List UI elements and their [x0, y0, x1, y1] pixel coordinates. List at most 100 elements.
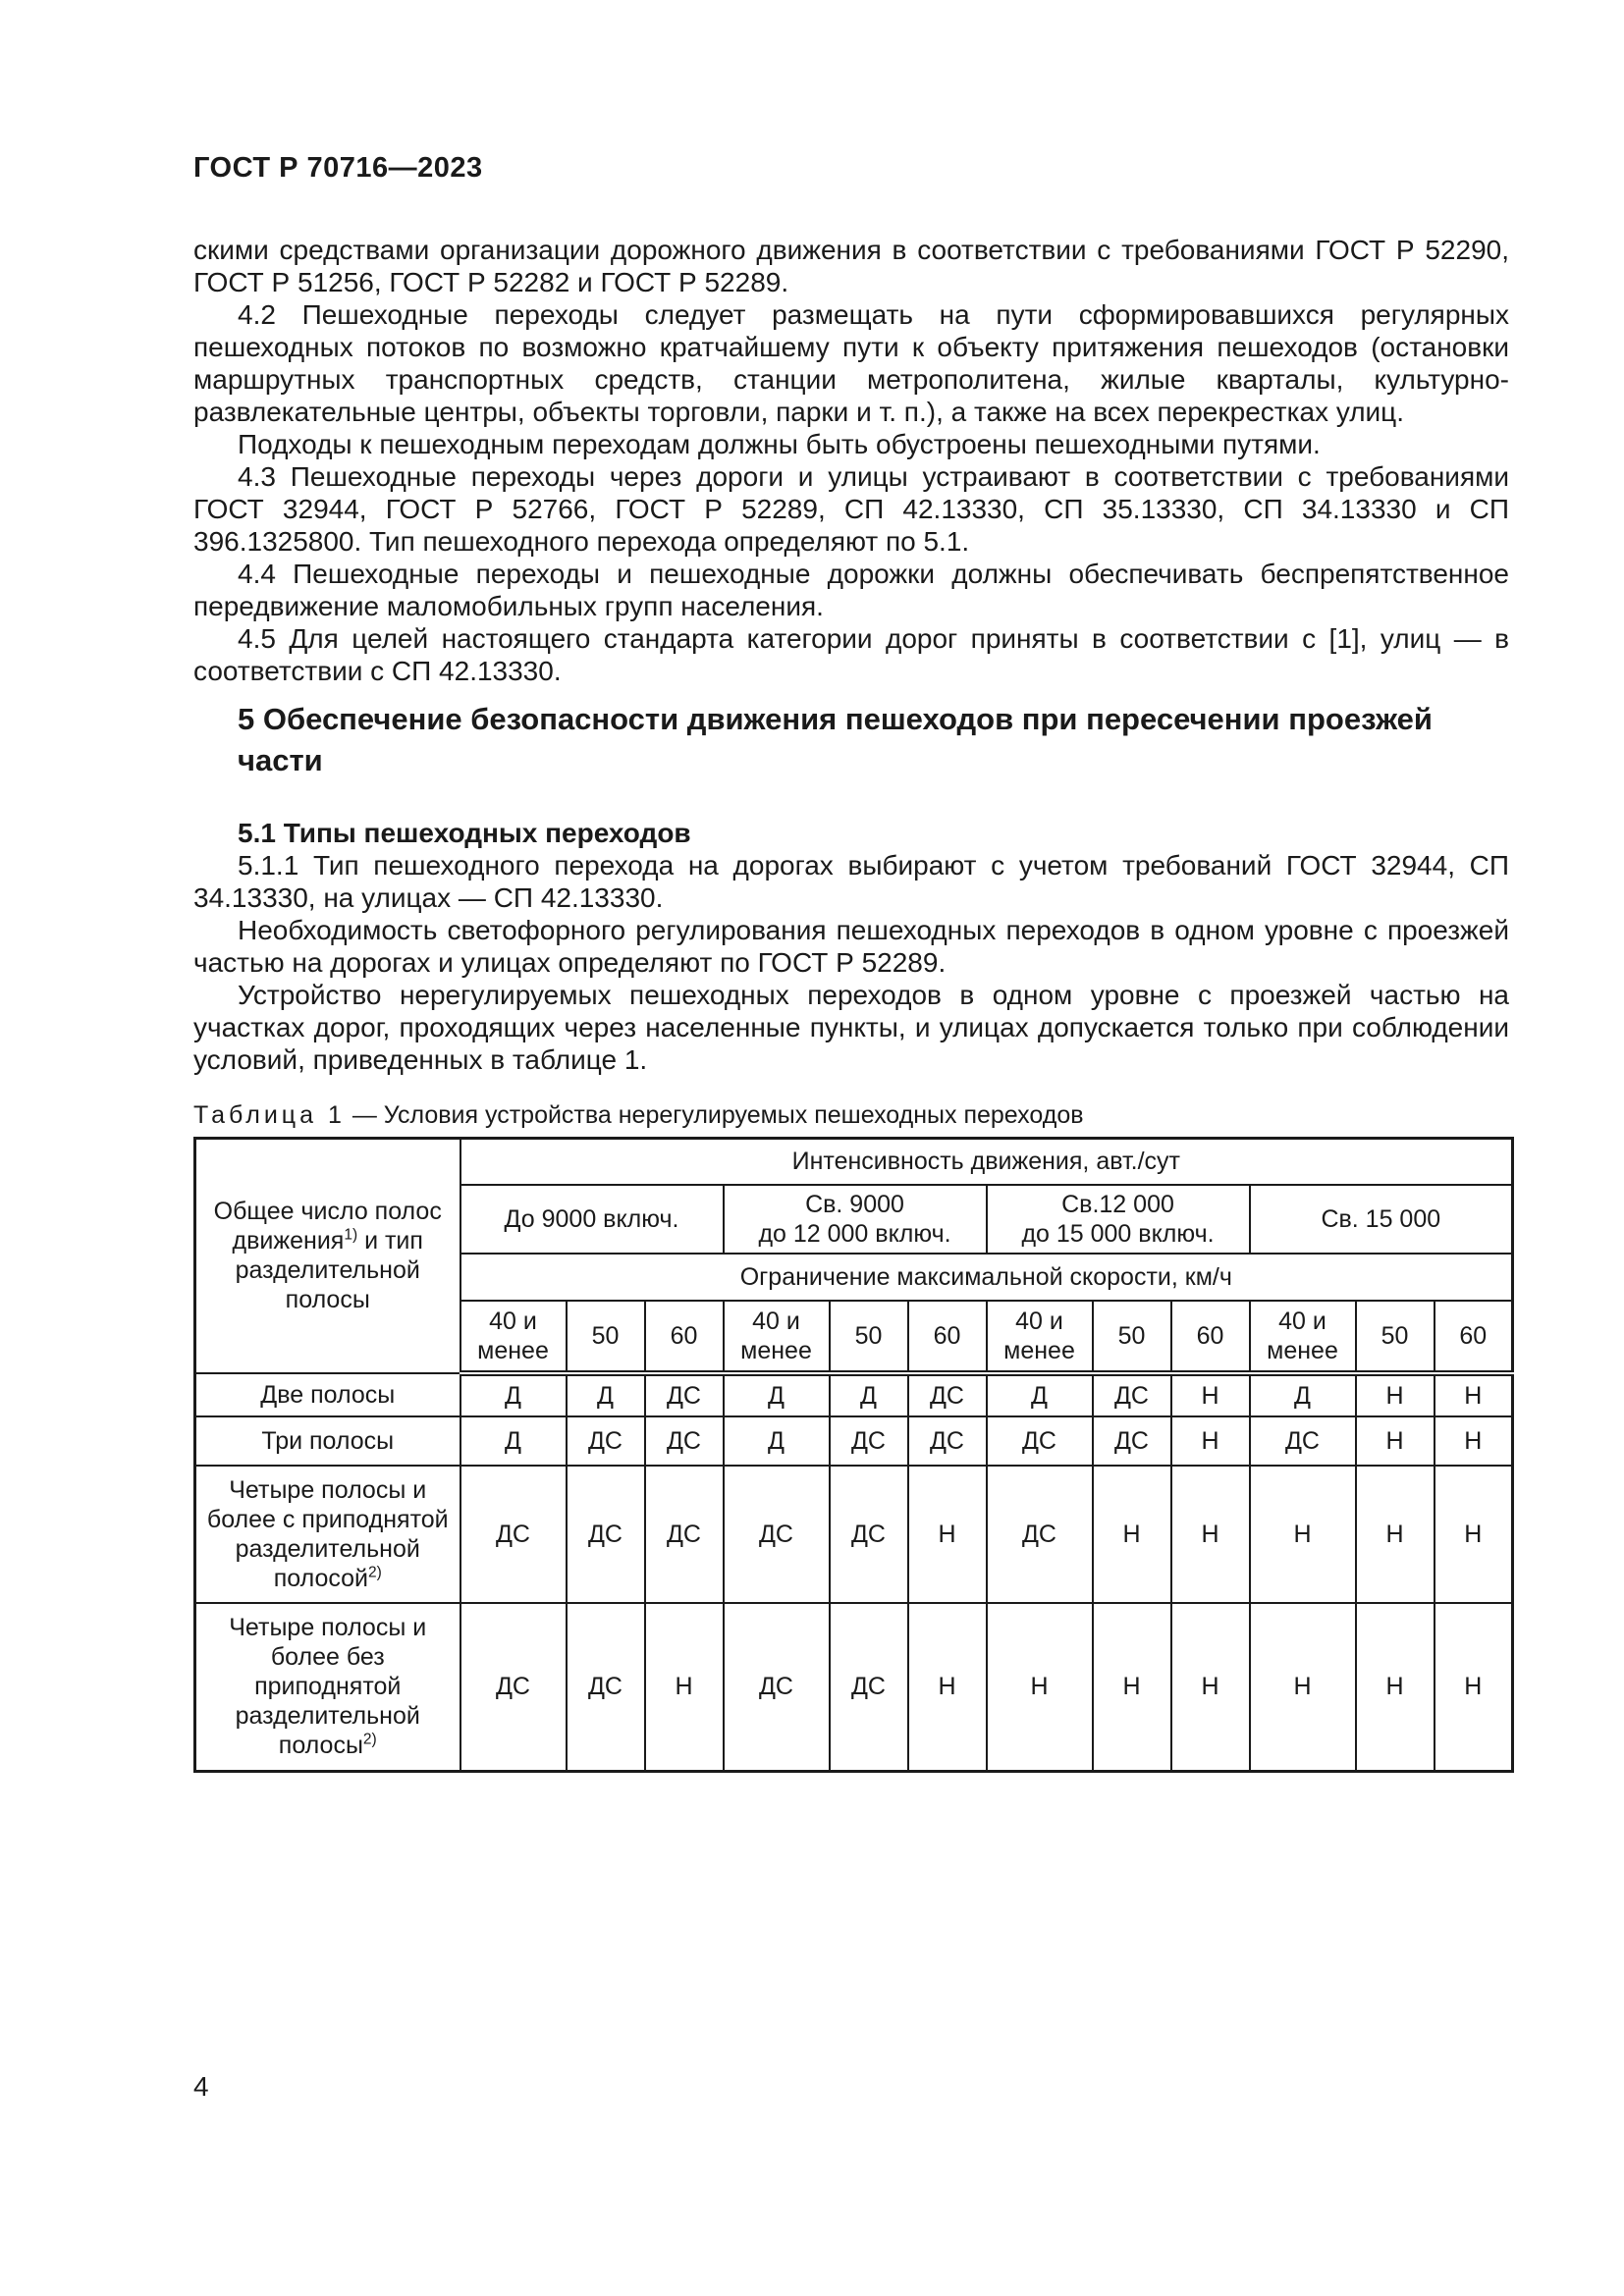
table-caption-label: Таблица 1 [193, 1101, 346, 1129]
corner-text: Общее число полос движения [213, 1198, 442, 1255]
table-cell: Н [1169, 1601, 1251, 1773]
table-row: Четыре полосы и более с приподнятой разд… [193, 1464, 1514, 1604]
paragraph: скими средствами организации дорожного д… [193, 235, 1509, 297]
row-label-text: Четыре полосы и более с приподнятой разд… [206, 1475, 449, 1592]
volume-line: до 12 000 включ. [758, 1219, 951, 1248]
doc-code-header: ГОСТ Р 70716—2023 [193, 152, 483, 184]
table-cell: Н [1433, 1415, 1514, 1467]
speed-col-header: 60 [1169, 1299, 1251, 1376]
paragraph: 4.4 Пешеходные переходы и пешеходные дор… [193, 559, 1509, 621]
table-cell: Н [1248, 1464, 1357, 1604]
table-cell: Д [459, 1415, 568, 1467]
volume-line: Св. 9000 [805, 1190, 904, 1218]
table-cell: Н [1354, 1464, 1435, 1604]
table-corner-header: Общее число полос движения1) и тип разде… [193, 1137, 461, 1374]
paragraph: 5.1.1 Тип пешеходного перехода на дорога… [193, 850, 1509, 913]
table-cell: ДС [459, 1601, 568, 1773]
table-caption-text: Условия устройства нерегулируемых пешехо… [383, 1101, 1084, 1129]
table-cell: Н [1169, 1371, 1251, 1417]
table-cell: ДС [906, 1415, 988, 1467]
speed-col-header: 40 и менее [459, 1299, 568, 1376]
corner-text: и тип разделительной полосы [235, 1227, 423, 1314]
intensity-header: Интенсивность движения, авт./сут [459, 1137, 1514, 1186]
table-cell: Н [1354, 1601, 1435, 1773]
table-row: Две полосы Д Д ДС Д Д ДС Д ДС Н Д Н Н [193, 1371, 1514, 1417]
paragraph: 4.3 Пешеходные переходы через дороги и у… [193, 461, 1509, 557]
volume-group-header: Св. 9000 до 12 000 включ. [722, 1183, 988, 1255]
row-label: Четыре полосы и более с приподнятой разд… [193, 1464, 461, 1604]
table-cell: Д [828, 1371, 909, 1417]
footnote-ref: 2) [362, 1731, 377, 1748]
table-cell: ДС [643, 1371, 725, 1417]
table-cell: ДС [565, 1415, 646, 1467]
table-row: Три полосы Д ДС ДС Д ДС ДС ДС ДС Н ДС Н … [193, 1415, 1514, 1467]
speed-col-header: 40 и менее [1248, 1299, 1357, 1376]
table-cell: Д [1248, 1371, 1357, 1417]
subsection-heading-5-1: 5.1 Типы пешеходных переходов [238, 818, 691, 848]
volume-group-header: Св. 15 000 [1248, 1183, 1514, 1255]
speed-col-header: 60 [643, 1299, 725, 1376]
volume-line: До 9000 включ. [504, 1204, 679, 1233]
volume-line: Св. 15 000 [1321, 1204, 1441, 1233]
row-label: Две полосы [193, 1371, 461, 1417]
table-cell: ДС [643, 1415, 725, 1467]
paragraph: Устройство нерегулируемых пешеходных пер… [193, 980, 1509, 1075]
body-text: скими средствами организации дорожного д… [193, 234, 1515, 1773]
row-label: Четыре полосы и более без приподнятой ра… [193, 1601, 461, 1773]
volume-line: Св.12 000 [1061, 1190, 1174, 1218]
section-heading-5: 5 Обеспечение безопасности движения пеше… [238, 702, 1433, 777]
table-cell: ДС [985, 1464, 1094, 1604]
table-cell: ДС [1248, 1415, 1357, 1467]
table-1: Общее число полос движения1) и тип разде… [193, 1137, 1515, 1773]
table-cell: ДС [565, 1601, 646, 1773]
footnote-ref: 2) [368, 1564, 382, 1581]
volume-group-header: Св.12 000 до 15 000 включ. [985, 1183, 1251, 1255]
table-row: Четыре полосы и более без приподнятой ра… [193, 1601, 1514, 1773]
volume-line: до 15 000 включ. [1021, 1219, 1215, 1248]
speed-col-header: 50 [1354, 1299, 1435, 1376]
row-label: Три полосы [193, 1415, 461, 1467]
row-label-text: Три полосы [261, 1426, 395, 1455]
table-cell: ДС [1091, 1371, 1172, 1417]
table-cell: ДС [565, 1464, 646, 1604]
table-cell: Н [985, 1601, 1094, 1773]
table-caption-dash: — [345, 1101, 384, 1129]
table-caption: Таблица 1 — Условия устройства нерегулир… [193, 1100, 1509, 1131]
table-cell: Н [1169, 1415, 1251, 1467]
table-cell: Н [1433, 1464, 1514, 1604]
table-cell: ДС [828, 1415, 909, 1467]
row-label-text: Две полосы [260, 1380, 396, 1409]
paragraph: Подходы к пешеходным переходам должны бы… [238, 429, 1321, 459]
table-cell: ДС [828, 1601, 909, 1773]
paragraph: 4.2 Пешеходные переходы следует размещат… [193, 299, 1509, 427]
table-cell: Д [985, 1371, 1094, 1417]
speed-col-header: 60 [906, 1299, 988, 1376]
speed-col-header: 50 [828, 1299, 909, 1376]
table-cell: Н [906, 1601, 988, 1773]
table-cell: ДС [643, 1464, 725, 1604]
table-cell: Д [722, 1415, 831, 1467]
table-cell: Н [1433, 1601, 1514, 1773]
table-cell: Н [1354, 1415, 1435, 1467]
speed-col-header: 50 [565, 1299, 646, 1376]
table-cell: Н [643, 1601, 725, 1773]
table-cell: ДС [459, 1464, 568, 1604]
table-cell: ДС [985, 1415, 1094, 1467]
speed-col-header: 60 [1433, 1299, 1514, 1376]
table-cell: Н [1169, 1464, 1251, 1604]
row-label-text: Четыре полосы и более без приподнятой ра… [229, 1614, 427, 1760]
table-cell: ДС [828, 1464, 909, 1604]
speed-col-header: 50 [1091, 1299, 1172, 1376]
table-cell: Н [1091, 1601, 1172, 1773]
page-number: 4 [193, 2071, 209, 2102]
table-cell: Д [459, 1371, 568, 1417]
paragraph: 4.5 Для целей настоящего стандарта катег… [193, 623, 1509, 686]
table-cell: Д [722, 1371, 831, 1417]
table-cell: Н [906, 1464, 988, 1604]
table-cell: Н [1433, 1371, 1514, 1417]
table-cell: ДС [1091, 1415, 1172, 1467]
table-cell: ДС [906, 1371, 988, 1417]
speed-col-header: 40 и менее [985, 1299, 1094, 1376]
speed-header: Ограничение максимальной скорости, км/ч [459, 1252, 1514, 1302]
